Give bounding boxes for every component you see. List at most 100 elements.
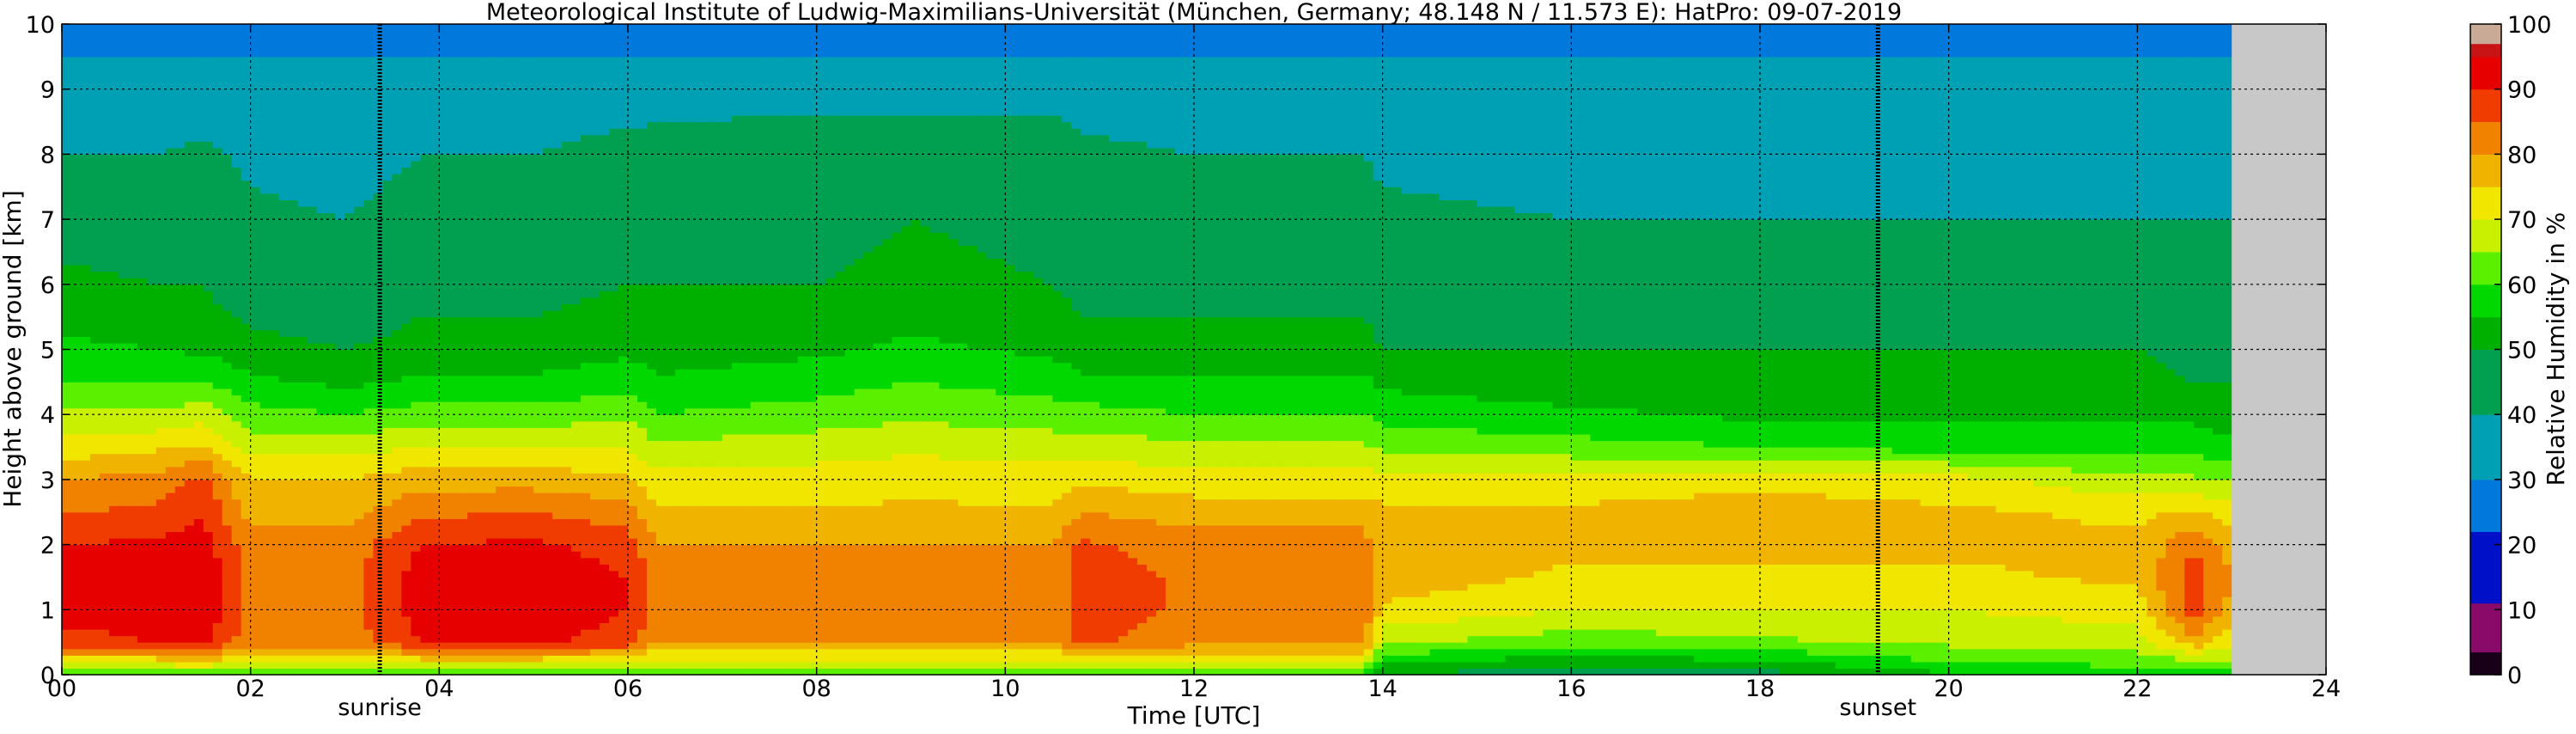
heatmap-cell: [392, 219, 402, 226]
heatmap-cell: [147, 291, 157, 297]
heatmap-cell: [524, 629, 534, 636]
heatmap-cell: [109, 388, 119, 395]
heatmap-cell: [156, 161, 167, 168]
heatmap-cell: [222, 148, 233, 155]
heatmap-cell: [439, 590, 449, 597]
heatmap-cell: [382, 655, 393, 662]
heatmap-cell: [505, 272, 515, 278]
heatmap-cell: [204, 518, 214, 525]
heatmap-cell: [458, 95, 468, 102]
heatmap-cell: [194, 577, 204, 584]
heatmap-cell: [194, 284, 204, 291]
heatmap-cell: [439, 421, 449, 428]
heatmap-cell: [363, 467, 374, 474]
heatmap-cell: [270, 382, 280, 388]
heatmap-cell: [524, 122, 534, 129]
heatmap-cell: [175, 310, 186, 317]
heatmap-cell: [279, 336, 289, 343]
heatmap-cell: [260, 616, 271, 623]
heatmap-cell: [81, 239, 91, 246]
heatmap-cell: [382, 219, 393, 226]
heatmap-cell: [166, 499, 176, 506]
heatmap-cell: [298, 388, 308, 395]
heatmap-cell: [515, 174, 525, 180]
heatmap-cell: [166, 199, 176, 206]
heatmap-cell: [477, 63, 487, 70]
heatmap-cell: [279, 57, 289, 64]
heatmap-cell: [382, 401, 393, 408]
heatmap-cell: [194, 50, 204, 57]
heatmap-cell: [251, 609, 261, 616]
heatmap-cell: [429, 518, 440, 525]
heatmap-cell: [382, 174, 393, 180]
heatmap-cell: [363, 278, 374, 284]
heatmap-cell: [429, 395, 440, 401]
heatmap-cell: [477, 37, 487, 44]
heatmap-cell: [401, 401, 411, 408]
heatmap-cell: [458, 128, 468, 135]
heatmap-cell: [232, 239, 242, 246]
heatmap-cell: [354, 401, 364, 408]
heatmap-cell: [279, 70, 289, 76]
heatmap-cell: [496, 174, 506, 180]
heatmap-cell: [62, 480, 72, 486]
heatmap-cell: [175, 363, 186, 370]
heatmap-cell: [213, 350, 223, 357]
heatmap-cell: [156, 128, 167, 135]
heatmap-cell: [279, 304, 289, 311]
heatmap-cell: [90, 388, 100, 395]
heatmap-cell: [71, 50, 82, 57]
heatmap-cell: [401, 590, 411, 597]
heatmap-cell: [382, 518, 393, 525]
heatmap-cell: [222, 31, 233, 38]
heatmap-cell: [524, 70, 534, 76]
heatmap-cell: [382, 24, 393, 31]
heatmap-cell: [467, 297, 478, 304]
heatmap-cell: [128, 180, 138, 187]
heatmap-cell: [411, 265, 421, 272]
heatmap-cell: [185, 135, 195, 142]
heatmap-cell: [458, 531, 468, 538]
heatmap-cell: [317, 245, 327, 252]
heatmap-cell: [71, 174, 82, 180]
heatmap-cell: [128, 558, 138, 565]
heatmap-cell: [505, 95, 515, 102]
heatmap-cell: [496, 603, 506, 610]
heatmap-cell: [458, 193, 468, 200]
heatmap-cell: [185, 284, 195, 291]
heatmap-cell: [336, 369, 346, 376]
heatmap-cell: [175, 596, 186, 603]
heatmap-cell: [401, 252, 411, 259]
heatmap-cell: [90, 558, 100, 565]
heatmap-cell: [90, 408, 100, 415]
heatmap-cell: [354, 76, 364, 83]
heatmap-cell: [486, 161, 496, 168]
heatmap-cell: [137, 421, 148, 428]
heatmap-cell: [62, 44, 72, 51]
heatmap-cell: [222, 199, 233, 206]
heatmap-cell: [411, 662, 421, 669]
heatmap-cell: [392, 421, 402, 428]
heatmap-cell: [128, 577, 138, 584]
heatmap-cell: [222, 343, 233, 350]
heatmap-cell: [524, 467, 534, 474]
heatmap-cell: [194, 278, 204, 284]
heatmap-cell: [109, 323, 119, 330]
heatmap-cell: [496, 525, 506, 532]
heatmap-cell: [270, 538, 280, 545]
heatmap-cell: [260, 369, 271, 376]
heatmap-cell: [448, 460, 459, 467]
heatmap-cell: [354, 89, 364, 96]
heatmap-cell: [90, 629, 100, 636]
heatmap-cell: [345, 649, 356, 656]
heatmap-cell: [100, 486, 110, 492]
heatmap-cell: [336, 408, 346, 415]
heatmap-cell: [194, 63, 204, 70]
heatmap-cell: [439, 343, 449, 350]
heatmap-cell: [270, 636, 280, 643]
heatmap-cell: [298, 37, 308, 44]
heatmap-cell: [119, 199, 129, 206]
heatmap-cell: [156, 272, 167, 278]
heatmap-cell: [241, 239, 252, 246]
heatmap-cell: [109, 642, 119, 649]
